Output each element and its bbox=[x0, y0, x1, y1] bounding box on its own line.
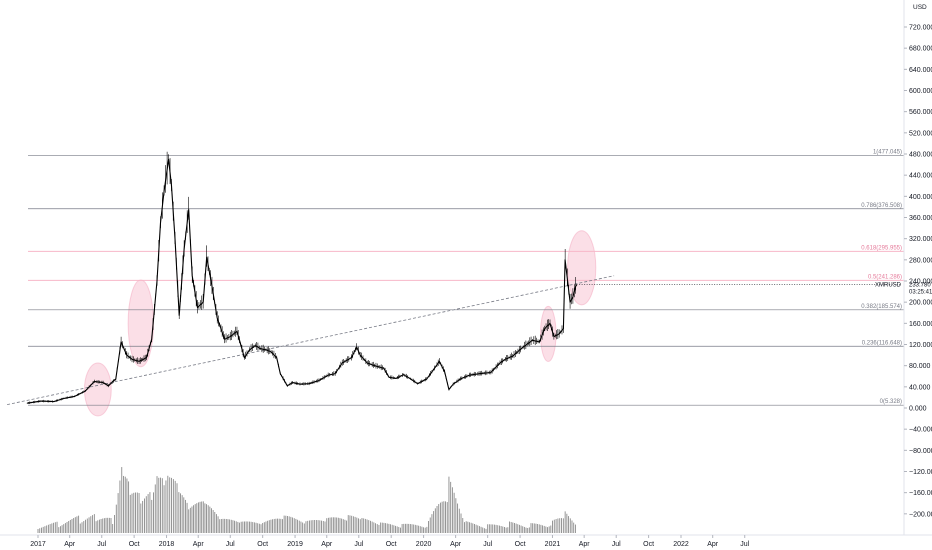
x-tick-label: Apr bbox=[321, 541, 333, 548]
x-tick-label: 2022 bbox=[673, 541, 689, 548]
fib-label-1: 0.786(376.508) bbox=[861, 203, 902, 209]
x-tick-label: Apr bbox=[193, 541, 205, 548]
y-tick-label: 360.000 bbox=[909, 215, 932, 222]
y-tick-label: 440.000 bbox=[909, 173, 932, 180]
y-tick-label: −40.000 bbox=[909, 427, 932, 434]
highlight-zone-2 bbox=[127, 279, 155, 368]
y-tick-label: −160.000 bbox=[909, 490, 932, 497]
highlight-zone-3 bbox=[539, 305, 557, 362]
x-tick-label: Oct bbox=[257, 541, 268, 548]
y-tick-label: 680.000 bbox=[909, 46, 932, 53]
x-tick-label: Apr bbox=[450, 541, 462, 548]
x-tick-label: Jul bbox=[226, 541, 235, 548]
x-tick-label: Apr bbox=[64, 541, 76, 548]
fib-label-4: 0.382(185.574) bbox=[861, 304, 902, 310]
x-tick-label: 2017 bbox=[30, 541, 46, 548]
y-tick-label: 520.000 bbox=[909, 130, 932, 137]
x-tick-label: Apr bbox=[579, 541, 591, 548]
y-tick-label: 600.000 bbox=[909, 88, 932, 95]
fibonacci-levels: 1(477.045) 0.786(376.508) 0.618(295.955) 0.… bbox=[28, 150, 904, 406]
x-tick-label: Apr bbox=[707, 541, 719, 548]
y-tick-label: −80.000 bbox=[909, 448, 932, 455]
x-tick-label: Jul bbox=[612, 541, 621, 548]
trendline-line bbox=[7, 275, 615, 406]
y-tick-label: 640.000 bbox=[909, 67, 932, 74]
fib-label-5: 0.236(116.648) bbox=[862, 340, 902, 346]
volume-bars bbox=[37, 467, 576, 533]
fib-label-0: 1(477.045) bbox=[873, 150, 902, 156]
x-tick-label: Jul bbox=[97, 541, 106, 548]
y-tick-label: 400.000 bbox=[909, 194, 932, 201]
x-tick-label: Jul bbox=[483, 541, 492, 548]
y-tick-label: 480.000 bbox=[909, 152, 932, 159]
y-tick-label: 0.000 bbox=[909, 406, 927, 413]
y-tick-label: −120.000 bbox=[909, 469, 932, 476]
highlight-zone-4 bbox=[567, 230, 597, 306]
x-tick-label: Oct bbox=[386, 541, 397, 548]
y-tick-label: 200.000 bbox=[909, 300, 932, 307]
x-tick-label: 2020 bbox=[416, 541, 432, 548]
y-tick-label: 160.000 bbox=[909, 321, 932, 328]
x-tick-label: 2021 bbox=[545, 541, 561, 548]
price-series bbox=[26, 151, 578, 404]
trendline bbox=[7, 275, 615, 406]
fib-label-3: 0.5(241.286) bbox=[868, 274, 902, 280]
fib-label-2: 0.618(295.955) bbox=[861, 245, 902, 251]
y-tick-label: −200.000 bbox=[909, 511, 932, 518]
countdown-label: 03:25:41 bbox=[909, 289, 932, 295]
y-tick-label: 80.000 bbox=[909, 363, 931, 370]
symbol-label: XMRUSD bbox=[875, 282, 902, 288]
x-tick-label: 2019 bbox=[287, 541, 303, 548]
highlight-zone-1 bbox=[83, 362, 112, 417]
currency-label[interactable]: USD bbox=[913, 4, 927, 11]
x-tick-label: Jul bbox=[740, 541, 749, 548]
y-tick-label: 320.000 bbox=[909, 236, 932, 243]
price-axis[interactable]: 720.000 680.000 640.000 600.000 560.000 520.0… bbox=[904, 25, 932, 519]
y-tick-label: 720.000 bbox=[909, 25, 932, 32]
fib-label-6: 0(5.328) bbox=[880, 399, 902, 405]
y-tick-label: 40.000 bbox=[909, 384, 931, 391]
x-tick-label: Oct bbox=[515, 541, 526, 548]
x-tick-label: 2018 bbox=[159, 541, 175, 548]
x-tick-label: Oct bbox=[643, 541, 654, 548]
x-tick-label: Jul bbox=[354, 541, 363, 548]
y-tick-label: 240.000 bbox=[909, 279, 932, 286]
time-axis[interactable]: 2017 Apr Jul Oct 2018 Apr Jul Oct 2019 Apr Jul Oct 2… bbox=[30, 535, 750, 548]
y-tick-label: 560.000 bbox=[909, 109, 932, 116]
y-tick-label: 120.000 bbox=[909, 342, 932, 349]
last-price-label: 233.780 bbox=[909, 282, 931, 288]
x-tick-label: Oct bbox=[129, 541, 140, 548]
y-tick-label: 280.000 bbox=[909, 257, 932, 264]
